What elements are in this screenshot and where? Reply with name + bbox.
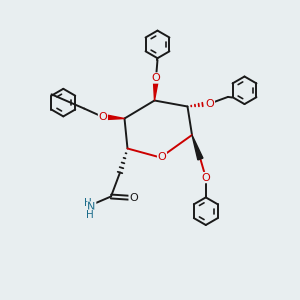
Text: O: O	[201, 172, 210, 183]
Text: O: O	[158, 152, 166, 163]
Text: O: O	[98, 112, 107, 122]
Polygon shape	[192, 135, 203, 160]
Text: H: H	[84, 198, 92, 208]
Text: O: O	[152, 73, 160, 83]
Text: H: H	[86, 210, 94, 220]
Polygon shape	[153, 78, 159, 100]
Text: O: O	[206, 98, 214, 109]
Polygon shape	[103, 114, 124, 120]
Text: N: N	[87, 202, 96, 212]
Text: O: O	[129, 193, 138, 203]
